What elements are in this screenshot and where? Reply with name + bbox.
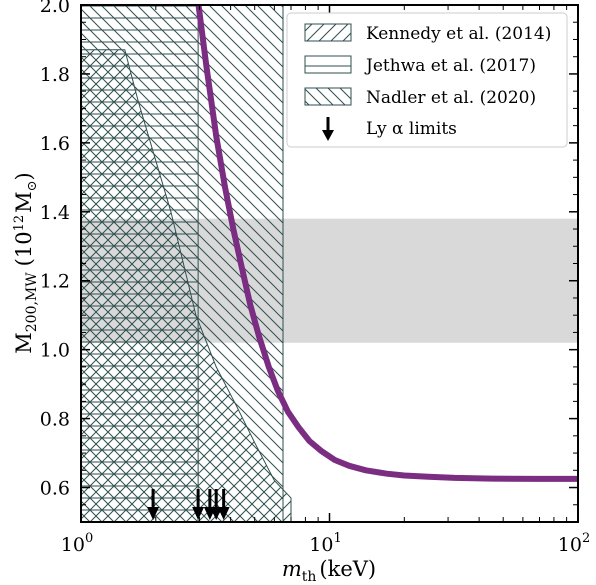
legend-swatch-forward-hatch bbox=[304, 23, 352, 42]
y-tick-label: 2.0 bbox=[40, 0, 70, 17]
y-tick-label: 0.8 bbox=[40, 409, 70, 431]
lya-arrow-5 bbox=[217, 489, 230, 520]
x-axis-label: mth (keV) bbox=[282, 557, 376, 585]
y-tick-label: 1.6 bbox=[40, 133, 70, 155]
y-tick-label: 1.2 bbox=[40, 271, 70, 293]
lya-limit-arrows bbox=[147, 489, 230, 520]
y-tick-labels: 0.6 0.8 1.0 1.2 1.4 1.6 1.8 2.0 bbox=[40, 0, 70, 500]
legend-label-jethwa: Jethwa et al. (2017) bbox=[364, 56, 536, 76]
x-tick-label: 101 bbox=[309, 531, 341, 556]
y-tick-label: 1.4 bbox=[40, 202, 70, 224]
y-tick-label: 0.6 bbox=[40, 478, 70, 500]
y-tick-label: 1.0 bbox=[40, 340, 70, 362]
legend-label-lya: Ly α limits bbox=[366, 119, 457, 139]
legend-item-lya: Ly α limits bbox=[322, 117, 457, 141]
nadler-exclusion-region bbox=[81, 5, 284, 522]
down-arrow-icon bbox=[322, 117, 334, 141]
x-tick-label: 100 bbox=[61, 531, 93, 556]
lya-arrow-1 bbox=[147, 489, 160, 520]
axis-ticks bbox=[80, 4, 579, 522]
legend-label-kennedy: Kennedy et al. (2014) bbox=[366, 24, 551, 44]
legend-swatch-horizontal-hatch bbox=[304, 55, 352, 74]
y-tick-label: 1.8 bbox=[40, 64, 70, 86]
mass-constraint-curve bbox=[195, 5, 578, 482]
legend-item-jethwa: Jethwa et al. (2017) bbox=[304, 55, 536, 76]
legend-swatch-back-hatch bbox=[304, 87, 352, 106]
legend-item-kennedy: Kennedy et al. (2014) bbox=[304, 23, 551, 44]
x-tick-labels: 100 101 102 bbox=[61, 531, 590, 556]
legend-label-nadler: Nadler et al. (2020) bbox=[366, 88, 536, 108]
x-tick-label: 102 bbox=[558, 531, 590, 556]
legend-item-nadler: Nadler et al. (2020) bbox=[304, 87, 536, 108]
legend-box bbox=[286, 12, 568, 148]
y-axis-label: M200,MW(1012M⊙) bbox=[12, 172, 40, 354]
lya-arrow-2 bbox=[192, 489, 205, 520]
legend: Kennedy et al. (2014) Jethwa et al. (201… bbox=[286, 12, 568, 148]
